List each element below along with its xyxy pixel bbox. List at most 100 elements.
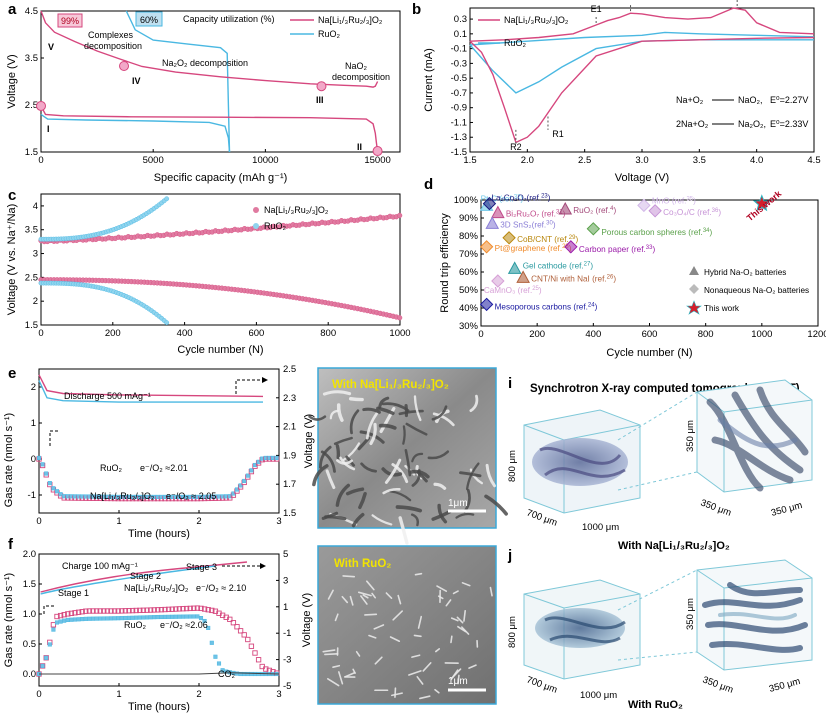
point-label: Pt@graphene (ref.28) [495,244,572,253]
point-diamond [491,274,505,288]
point-label: Pt-C (ref.32) [481,194,524,203]
sem-g-label: With Na[Li₁/₃Ru₂/₃]O₂ [332,379,449,391]
ruo2-gas-point [159,614,164,620]
ruo2-gas-point [249,671,254,677]
nalru-gas-point [65,611,71,617]
chart-b-ytick-label: -1.1 [451,117,467,128]
panel-label-b: b [412,1,421,18]
panel-label-e: e [8,365,16,382]
ruo2-gas-point [191,614,196,619]
co2-gas-curve [39,672,280,675]
chart-e-ruo2-ratio: e⁻/O₂ ≈2.01 [140,463,188,473]
chart-c-xtick-label: 1000 [389,328,410,339]
sem-h-flake [334,613,339,622]
chart-c-xlabel: Cycle number (N) [177,344,263,356]
sem-g-grain [348,397,364,402]
chart-b-xtick-label: 4.5 [807,155,820,166]
nalru-gas-point [255,657,262,663]
sem-g-grain [312,464,329,487]
ruo2-discharge-curve [40,113,231,153]
zoom-line-j-top [617,569,698,611]
point-diamond [564,240,578,254]
point-diamond [482,196,497,211]
ruo2-gas-point [180,614,186,619]
chart-d-xtick-label: 400 [585,329,601,340]
zoom-dim-j-depth: 350 μm [701,674,735,695]
ruo2-gas-point [188,614,193,619]
equation-reaction: Na+O₂ [676,95,704,105]
peak-label-e1: E1 [591,4,602,14]
nalru-gas-point [194,605,201,611]
ruo2-gas-point [108,616,114,621]
sem-g-grain [416,470,428,483]
chart-f-nalru-ratio: e⁻/O₂ ≈ 2.10 [196,583,246,593]
chart-b-xtick-label: 1.5 [463,155,476,166]
nalru-gas-point [187,605,193,612]
sem-image-h: With RuO₂ 1μm [317,545,497,705]
chart-e: 0 1 2 3 2 1 0 -1 2.5 2.3 2.1 1.9 1.7 1.5 Time (hours) G… [3,364,315,540]
sem-g-grain [382,487,401,495]
sem-g-grain [333,436,353,445]
sem-h-flake [397,594,402,605]
chart-a-xtick-label: 0 [38,155,43,166]
chart-a-ytick-label: 1.5 [25,147,38,158]
point-diamond [479,297,494,312]
nalru-gas-point [104,608,111,614]
ann-complexes: Complexes [88,30,134,40]
sem-g-grain [371,514,393,526]
ruo2-gas-point [245,473,250,478]
chart-f-ylabel: Gas rate (nmol s⁻¹) [3,573,15,667]
nalru-gas-point [119,608,125,614]
sem-h-flake [450,669,459,681]
sem-image-g: With Na[Li₁/₃Ru₂/₃]O₂ 1μm [308,367,508,545]
ruo2-gas-point [249,468,254,473]
sem-h-flake [422,662,432,672]
ruo2-voltage-curve [40,565,216,595]
sem-g-grain [318,445,332,469]
sem-h-flake [355,650,361,657]
sem-h-flake [434,648,441,653]
nalru-gas-point [205,607,211,613]
chart-e-ruo2-name: RuO₂ [100,463,123,473]
chart-b-ytick-label: -1.3 [451,132,467,143]
chart-f-y2-ytick-label: -1 [283,628,291,639]
chart-e-xtick-label: 2 [196,516,201,527]
ruo2-gas-point [87,616,92,621]
chart-f-y2-ytick-label: 5 [283,549,288,560]
ruo2-gas-point [242,478,247,484]
ruo2-gas-point [47,481,52,486]
nalru-gas-point [183,605,190,612]
sem-g-grain [384,458,402,484]
dim-i-height: 800 μm [507,450,518,482]
badge-99-box [57,13,83,28]
caption-j: With RuO₂ [628,699,683,711]
nalru-gas-point [227,616,233,622]
ann-stage-v: V [48,42,54,52]
sem-g-grain [389,490,412,502]
ruo2-gas-point [234,671,240,676]
sem-g-grain [365,412,379,440]
sem-h-flake [457,625,467,633]
point-label: Carbon paper (ref.33) [579,245,656,254]
point-triangle [491,205,505,219]
ann-stage-iii: III [316,95,324,105]
sem-h-flake [413,634,422,638]
chart-e-nalru-ratio: e⁻/O₂ ≈ 2.05 [166,491,216,501]
chart-f-y2-ytick-label: -5 [283,681,291,692]
chart-a-ytick-label: 2.5 [25,100,38,111]
nalru-gas-point [263,666,269,672]
chart-d-xtick-label: 0 [478,329,483,340]
nalru-gas-point [201,606,208,612]
sem-g-grain [437,503,448,524]
nalru-gas-point [137,607,143,614]
badge-60-label: 60% [140,15,158,25]
chart-f-condition: Charge 100 mAg⁻¹ [62,561,138,571]
ann-decomp-2: decomposition [332,72,390,82]
ruo2-gas-point [141,615,146,620]
nalru-voltage-curve [40,561,248,593]
ruo2-gas-point [51,486,56,491]
chart-c-ytick-label: 1.5 [25,320,38,331]
chart-f-co2-label: CO₂ [218,669,236,679]
chart-b-ytick-label: -1.5 [451,147,467,158]
point-label: 3D SnS₂(ref.30) [500,220,556,229]
